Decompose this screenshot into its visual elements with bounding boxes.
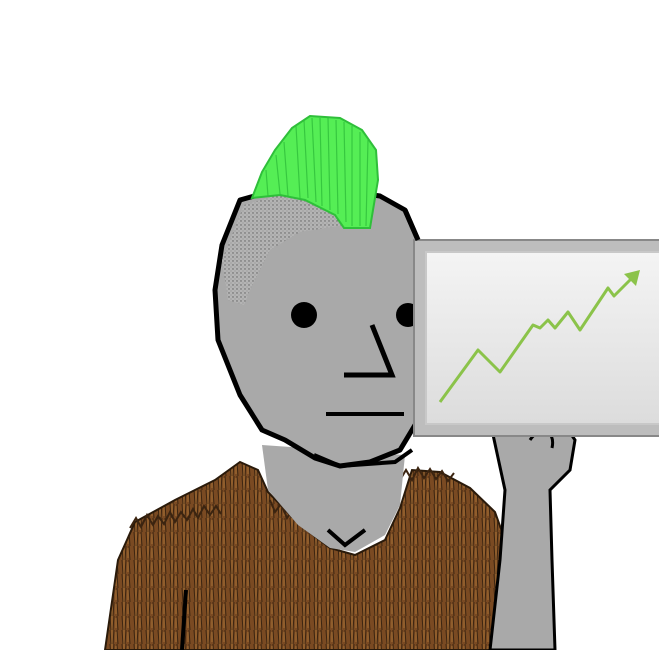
mohawk-icon bbox=[250, 114, 380, 229]
nose bbox=[344, 324, 396, 378]
trend-arrow-icon bbox=[624, 270, 640, 286]
shaved-stubble bbox=[222, 190, 345, 305]
neck bbox=[262, 445, 405, 552]
chart-card bbox=[413, 239, 659, 437]
left-eye bbox=[291, 302, 317, 328]
jawline bbox=[313, 448, 414, 469]
arm bbox=[488, 413, 577, 650]
head-outline-right bbox=[402, 209, 421, 241]
collar-mark bbox=[326, 528, 367, 548]
trend-line bbox=[438, 276, 634, 403]
